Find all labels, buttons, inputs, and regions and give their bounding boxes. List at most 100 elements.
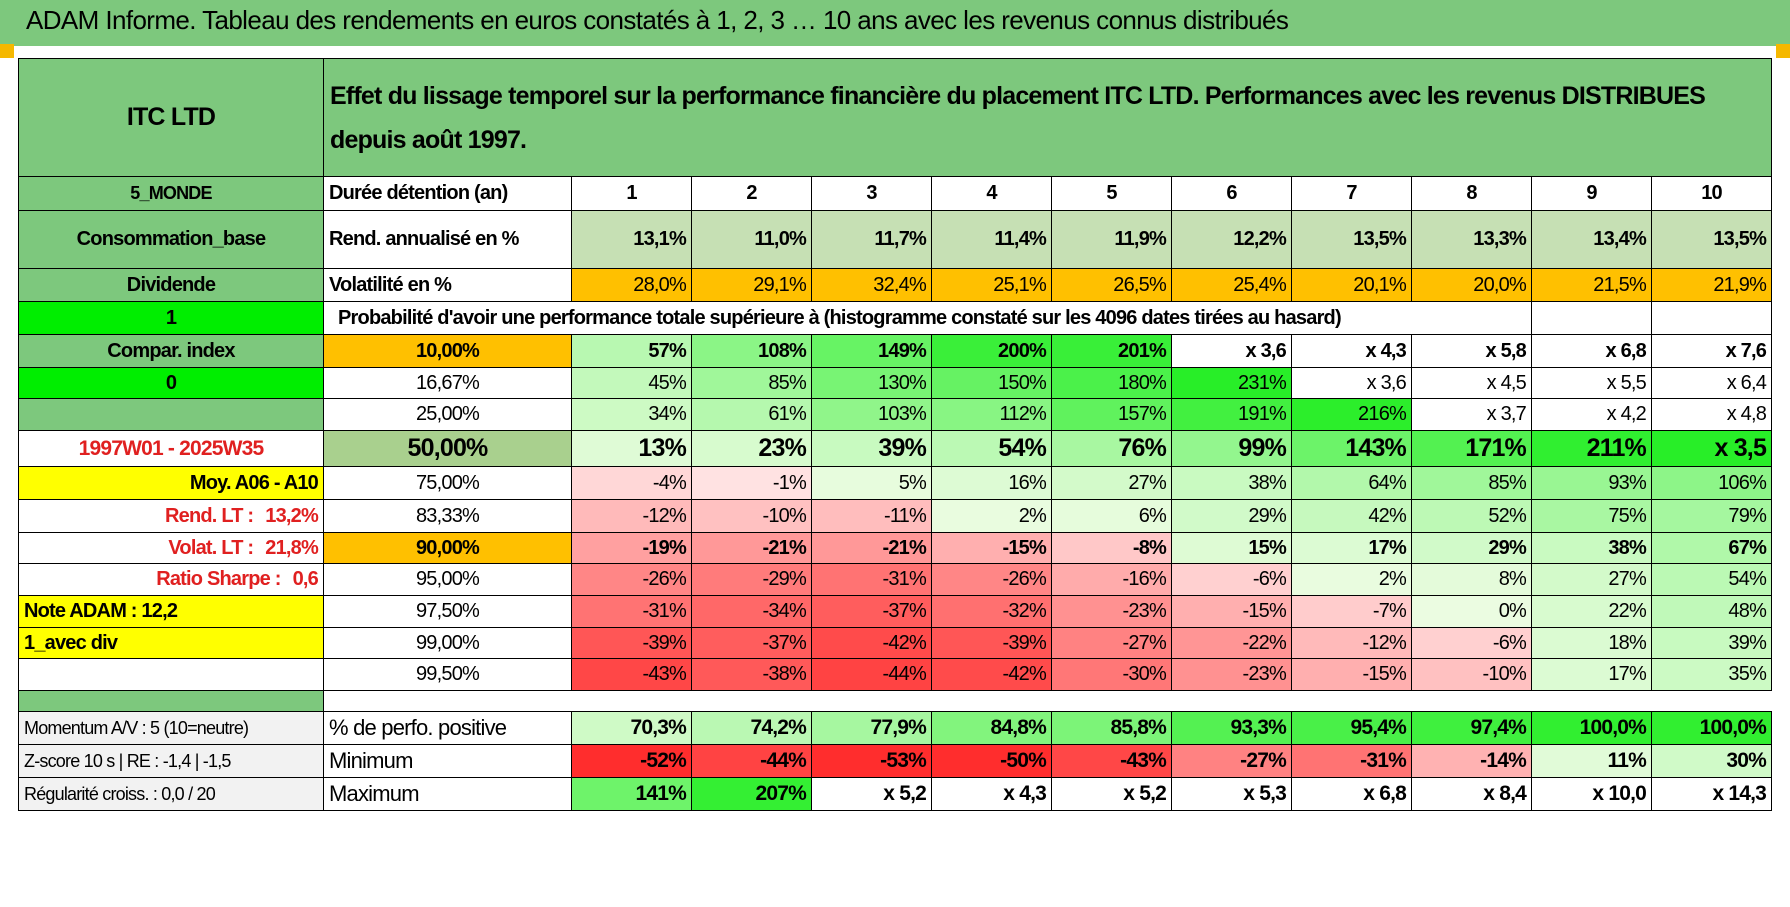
summary-side-label: Z-score 10 s | RE : -1,4 | -1,5 [18, 744, 324, 778]
probability-cell: 130% [811, 367, 932, 399]
probability-cell: 200% [931, 334, 1052, 368]
probability-cell: x 4,2 [1531, 398, 1652, 431]
probability-cell: 61% [691, 398, 812, 431]
probability-cell: 149% [811, 334, 932, 368]
probability-cell: 2% [931, 499, 1052, 533]
probability-cell: 5% [811, 466, 932, 500]
probability-cell: -31% [811, 563, 932, 596]
probability-row: 25,00% 34% 61% 103% 112% 157% 191% 216% x 3,7 x 4… [18, 398, 1773, 431]
probability-cell: 112% [931, 398, 1052, 431]
probability-title: Probabilité d'avoir une performance tota… [323, 301, 1532, 335]
summary-label: Maximum [323, 777, 572, 811]
probability-row: 1997W01 - 2025W35 50,00% 13% 23% 39% 54% 76% 99… [18, 430, 1773, 467]
year-5: 5 [1051, 176, 1172, 211]
side-info-value: 13,2% [265, 504, 319, 527]
summary-cell: -14% [1411, 744, 1532, 778]
probability-cell: 39% [811, 430, 932, 467]
probability-cell: -23% [1171, 658, 1292, 691]
volatility-value: 32,4% [811, 268, 932, 302]
probability-cell: 29% [1411, 532, 1532, 564]
probability-level: 99,50% [323, 658, 572, 691]
probability-cell: -16% [1051, 563, 1172, 596]
probability-cell: 54% [931, 430, 1052, 467]
probability-cell: 211% [1531, 430, 1652, 467]
volatility-label: Volatilité en % [323, 268, 572, 302]
probability-cell: -15% [931, 532, 1052, 564]
probability-cell: 143% [1291, 430, 1412, 467]
probability-cell: -4% [571, 466, 692, 500]
report-sheet: ITC LTD Effet du lissage temporel sur la… [18, 58, 1773, 886]
year-9: 9 [1531, 176, 1652, 211]
return-label: Rend. annualisé en % [323, 210, 572, 269]
corner-marker-left [0, 44, 14, 58]
summary-label: Minimum [323, 744, 572, 778]
probability-cell: 27% [1051, 466, 1172, 500]
probability-cell: 45% [571, 367, 692, 399]
corner-marker-right [1776, 44, 1790, 58]
probability-cell: 18% [1531, 627, 1652, 659]
probability-cell: 13% [571, 430, 692, 467]
return-value: 11,9% [1051, 210, 1172, 269]
probability-cell: -10% [691, 499, 812, 533]
summary-cell: 11% [1531, 744, 1652, 778]
spacer-green [18, 690, 324, 712]
probability-cell: 103% [811, 398, 932, 431]
probability-level: 97,50% [323, 595, 572, 628]
summary-cell: 85,8% [1051, 711, 1172, 745]
summary-cell: 30% [1650, 744, 1773, 778]
summary-cell: 100,0% [1531, 711, 1652, 745]
probability-cell: -15% [1171, 595, 1292, 628]
probability-cell: -39% [931, 627, 1052, 659]
duration-label: Durée détention (an) [323, 176, 572, 211]
probability-level: 83,33% [323, 499, 572, 533]
side-info-cell: Ratio Sharpe : 0,6 [18, 563, 324, 596]
summary-side-label: Momentum A/V : 5 (10=neutre) [18, 711, 324, 745]
probability-cell: 48% [1650, 595, 1773, 628]
year-3: 3 [811, 176, 932, 211]
probability-cell: 85% [691, 367, 812, 399]
side-info-cell: 1997W01 - 2025W35 [18, 430, 324, 467]
volatility-value: 25,1% [931, 268, 1052, 302]
summary-cell: 97,4% [1411, 711, 1532, 745]
probability-cell: x 3,6 [1171, 334, 1292, 368]
probability-cell: 15% [1171, 532, 1292, 564]
title-banner: ADAM Informe. Tableau des rendements en … [0, 0, 1790, 46]
probability-cell: x 3,7 [1411, 398, 1532, 431]
probability-cell: 42% [1291, 499, 1412, 533]
probability-cell: 22% [1531, 595, 1652, 628]
probability-cell: -38% [691, 658, 812, 691]
side-info-cell [18, 658, 324, 691]
probability-cell: -26% [571, 563, 692, 596]
probability-cell: 171% [1411, 430, 1532, 467]
region-label: 5_MONDE [18, 176, 324, 211]
header-description: Effet du lissage temporel sur la perform… [322, 58, 1773, 177]
volatility-value: 25,4% [1171, 268, 1292, 302]
probability-row: Volat. LT :21,8% 90,00% -19% -21% -21% -15% -8… [18, 532, 1773, 564]
volatility-value: 20,1% [1291, 268, 1412, 302]
side-info-value: 0,6 [292, 568, 319, 590]
probability-cell: 52% [1411, 499, 1532, 533]
probability-rows: Compar. index 10,00% 57% 108% 149% 200% 201% x … [18, 334, 1773, 691]
return-value: 12,2% [1171, 210, 1292, 269]
return-value: 13,4% [1531, 210, 1652, 269]
probability-cell: 39% [1650, 627, 1773, 659]
summary-cell: 77,9% [811, 711, 932, 745]
volatility-row: Dividende Volatilité en % 28,0% 29,1% 32… [18, 268, 1773, 302]
probability-cell: 201% [1051, 334, 1172, 368]
summary-cell: 141% [571, 777, 692, 811]
probability-cell: -21% [691, 532, 812, 564]
side-info-cell: Compar. index [18, 334, 324, 368]
year-4: 4 [931, 176, 1052, 211]
summary-cell: 70,3% [571, 711, 692, 745]
probability-cell: 75% [1531, 499, 1652, 533]
probability-cell: -42% [931, 658, 1052, 691]
probability-row: 0 16,67% 45% 85% 130% 150% 180% 231% x 3,6 x 4,5 x… [18, 367, 1773, 399]
probability-cell: 64% [1291, 466, 1412, 500]
probability-cell: -6% [1411, 627, 1532, 659]
probability-cell: 76% [1051, 430, 1172, 467]
side-info-cell: Volat. LT : 21,8% [18, 532, 324, 564]
volatility-value: 20,0% [1411, 268, 1532, 302]
summary-row: Régularité croiss. : 0,0 / 20 Maximum 141%… [18, 777, 1773, 811]
probability-cell: -37% [811, 595, 932, 628]
probability-cell: 150% [931, 367, 1052, 399]
